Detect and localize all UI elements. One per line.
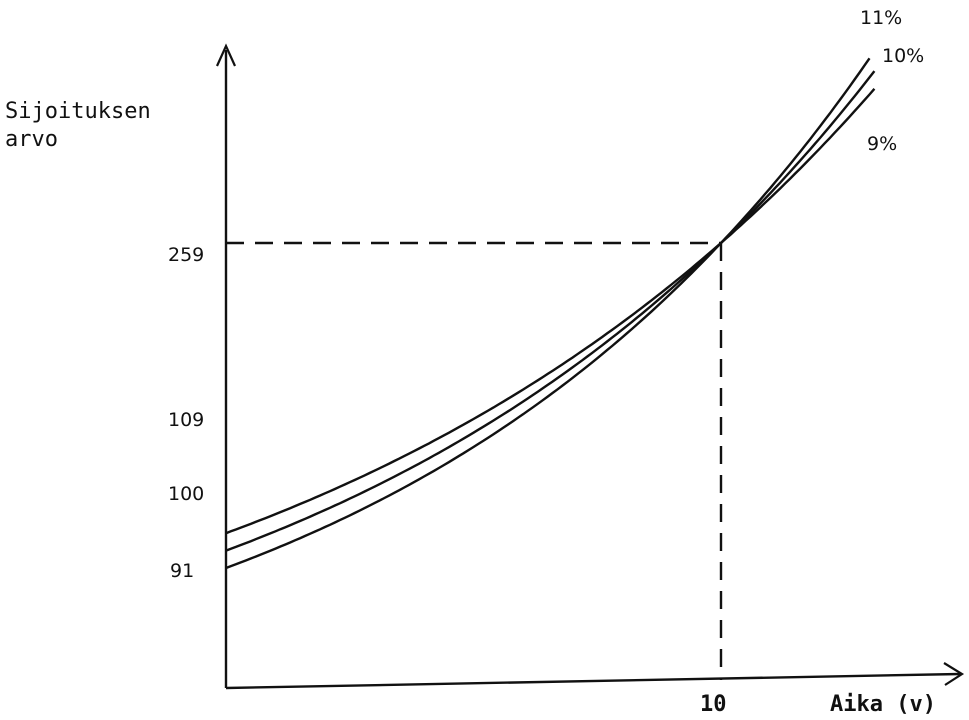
series-line-10 bbox=[225, 70, 876, 552]
series-line-9 bbox=[225, 88, 876, 535]
series-label-10: 10% bbox=[882, 45, 924, 67]
series-label-11: 11% bbox=[860, 7, 902, 29]
y-axis-title-line-2: arvo bbox=[5, 127, 58, 152]
y-tick-label-259: 259 bbox=[168, 244, 204, 266]
x-axis-arrowhead bbox=[943, 662, 965, 686]
y-axis-arrowhead bbox=[215, 43, 237, 67]
series-label-9: 9% bbox=[867, 133, 897, 155]
x-axis-title: Aika (v) bbox=[830, 692, 936, 717]
series-line-11 bbox=[225, 57, 871, 570]
y-tick-label-100: 100 bbox=[168, 483, 204, 505]
y-tick-label-109: 109 bbox=[168, 409, 204, 431]
y-tick-label-91: 91 bbox=[170, 560, 194, 582]
x-axis bbox=[225, 672, 961, 690]
y-axis-title-line-1: Sijoituksen bbox=[5, 99, 151, 124]
x-tick-label-10: 10 bbox=[700, 692, 727, 717]
